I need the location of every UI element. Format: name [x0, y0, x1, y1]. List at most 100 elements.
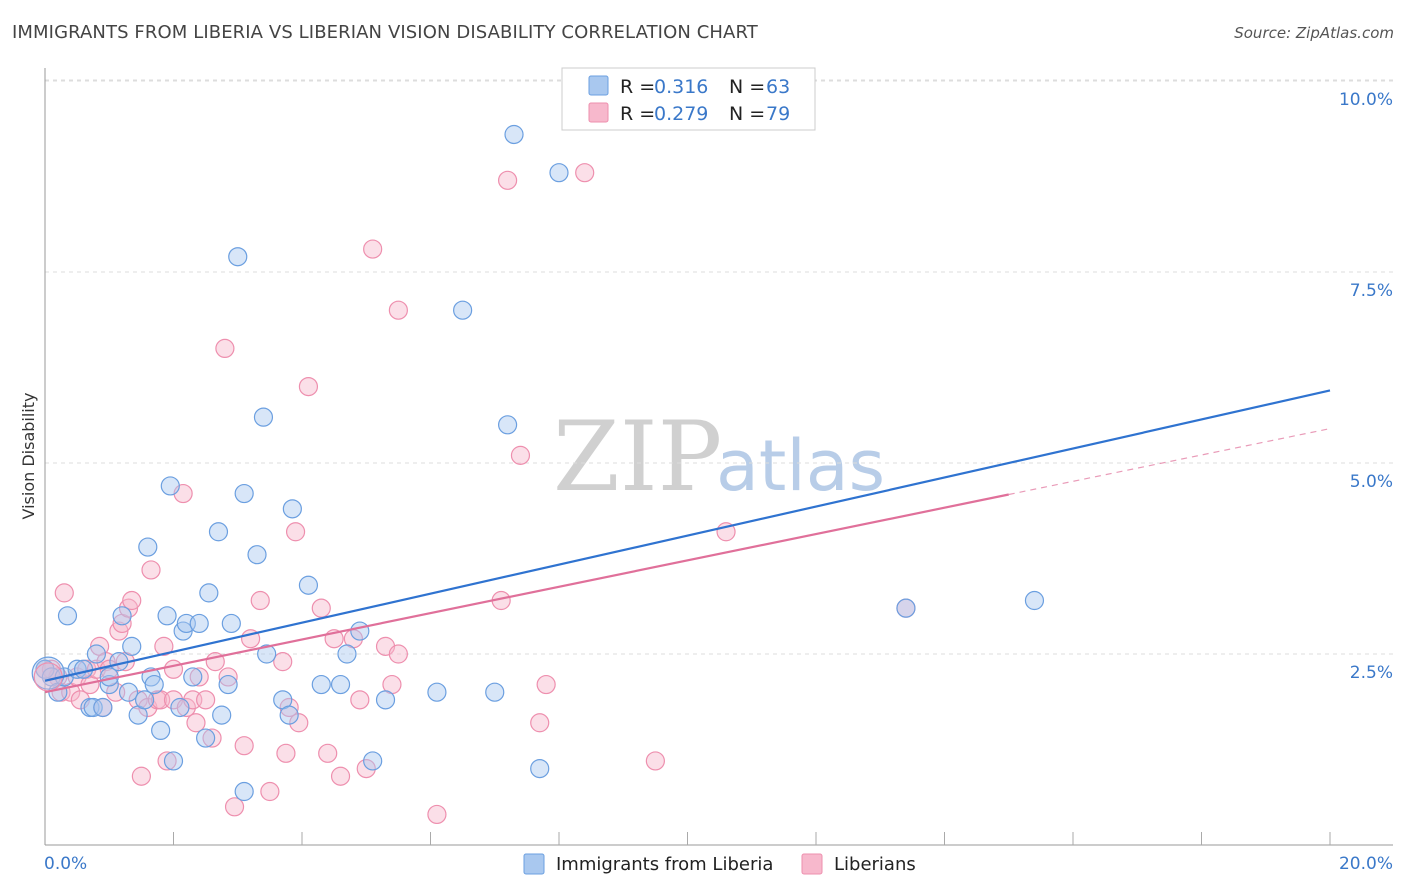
x-minor-ticks	[173, 832, 1331, 845]
legend-n-value-1: 63	[766, 76, 790, 98]
x-tick-label-min: 0.0%	[44, 854, 87, 874]
immigrants-point	[330, 674, 351, 695]
watermark-atlas: atlas	[716, 425, 885, 507]
x-tick-labels: 0.0% 20.0%	[44, 854, 1393, 874]
liberians-point	[510, 445, 531, 465]
x-tick-label-max: 20.0%	[1339, 854, 1393, 874]
immigrants-point	[247, 545, 267, 565]
immigrants-point	[151, 720, 171, 741]
liberians-point	[157, 751, 177, 771]
immigrants-point	[530, 758, 550, 779]
immigrants-point	[1024, 590, 1045, 611]
liberians-point	[318, 743, 338, 763]
immigrants-point	[83, 697, 103, 718]
bottom-legend-swatch-blue	[523, 853, 545, 875]
liberians-point	[186, 713, 206, 733]
immigrants-point	[504, 124, 524, 145]
immigrants-point	[212, 705, 232, 725]
liberians-point	[356, 758, 376, 779]
immigrants-point	[427, 682, 447, 702]
immigrants-point	[112, 606, 132, 626]
immigrants-point	[73, 659, 94, 679]
immigrants-point	[208, 522, 229, 542]
liberians-point	[122, 590, 142, 611]
legend-swatch-blue	[588, 75, 609, 96]
immigrants-point	[122, 636, 142, 656]
legend-r-value-2: 0.279	[654, 103, 708, 125]
bottom-legend-swatch-pink	[801, 853, 823, 875]
y-tick-label: 7.5%	[1350, 281, 1393, 301]
liberians-point	[536, 674, 556, 695]
liberians-point	[273, 652, 293, 672]
immigrants-point	[196, 728, 216, 748]
watermark-zip: ZIP	[553, 401, 722, 513]
liberians-point	[427, 804, 447, 825]
liberians-point	[215, 338, 235, 358]
liberians-point	[54, 583, 74, 603]
y-tick-labels: 2.5% 5.0% 7.5% 10.0%	[1339, 90, 1393, 683]
liberians-point	[128, 690, 148, 710]
legend-r-label-2: R =	[620, 103, 661, 125]
liberians-point	[218, 667, 238, 687]
liberians-point	[196, 690, 216, 710]
immigrants-point	[93, 697, 113, 718]
legend-n-value-2: 79	[766, 103, 790, 125]
liberians-point	[530, 713, 550, 733]
legend-n-label-2: N =	[729, 103, 771, 125]
legend-row-2: R = 0.279 N = 79	[620, 103, 790, 125]
liberians-point	[202, 728, 222, 748]
immigrants-point	[134, 690, 155, 710]
y-axis-label: Vision Disability	[19, 393, 38, 520]
immigrants-point	[549, 163, 569, 183]
immigrants-point	[144, 674, 164, 695]
liberians-point	[575, 163, 595, 183]
liberians-point	[250, 590, 270, 611]
axes	[44, 68, 1393, 846]
liberians-point	[260, 781, 280, 802]
legend-swatch-pink	[588, 102, 609, 123]
liberians-point	[131, 766, 151, 786]
legend-row-1: R = 0.316 N = 63	[620, 76, 790, 98]
immigrants-point	[485, 682, 505, 702]
immigrants-point	[363, 751, 383, 771]
immigrants-point	[199, 583, 219, 603]
legend-r-value-1: 0.316	[654, 76, 708, 98]
immigrants-point	[160, 476, 180, 496]
y-tick-label: 10.0%	[1339, 90, 1393, 110]
immigrants-point	[57, 606, 78, 626]
immigrants-point	[221, 613, 241, 634]
liberians-point	[285, 522, 306, 542]
y-tick-label: 5.0%	[1350, 472, 1393, 492]
immigrants-point	[298, 575, 319, 595]
immigrants-trendline	[44, 389, 1331, 682]
immigrants-point	[183, 667, 203, 687]
bottom-legend: Immigrants from Liberia Liberians	[523, 853, 916, 875]
immigrants-point	[234, 781, 254, 802]
liberians-point	[176, 697, 196, 718]
gridlines	[45, 79, 1393, 655]
liberians-point	[298, 377, 319, 397]
series-immigrants-from-liberia	[31, 124, 1045, 802]
liberians-trendline-extension	[1008, 428, 1331, 496]
trendlines	[44, 389, 1331, 694]
liberians-point	[276, 743, 296, 763]
immigrants-point	[118, 682, 139, 702]
immigrants-point	[350, 621, 370, 641]
immigrants-point	[282, 499, 302, 519]
immigrants-point	[86, 644, 107, 664]
liberians-point	[234, 736, 254, 756]
immigrants-point	[189, 613, 209, 634]
liberians-point	[388, 644, 408, 664]
liberians-point	[289, 713, 309, 733]
immigrants-point	[453, 300, 473, 320]
liberians-point	[350, 690, 370, 710]
liberians-point	[141, 560, 161, 580]
bottom-legend-label-pink: Liberians	[834, 854, 916, 875]
liberians-point	[363, 239, 383, 259]
immigrants-point	[279, 705, 299, 725]
immigrants-point	[498, 415, 518, 435]
immigrants-point	[311, 674, 331, 695]
immigrants-point	[896, 598, 916, 618]
immigrants-point	[375, 690, 396, 710]
